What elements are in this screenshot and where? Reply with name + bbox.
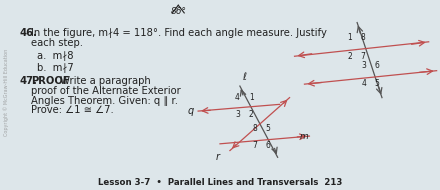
Text: b.  m∤7: b. m∤7: [37, 63, 74, 73]
Text: PROOF: PROOF: [31, 76, 70, 86]
Text: 6: 6: [374, 61, 379, 70]
Text: 8: 8: [360, 33, 365, 42]
Text: 4: 4: [361, 79, 366, 88]
Text: 3: 3: [361, 61, 366, 70]
Text: Lesson 3-7  •  Parallel Lines and Transversals  213: Lesson 3-7 • Parallel Lines and Transver…: [98, 178, 342, 188]
Text: Copyright © McGraw-Hill Education: Copyright © McGraw-Hill Education: [4, 49, 9, 136]
Text: Prove: ∠1 ≅ ∠7.: Prove: ∠1 ≅ ∠7.: [31, 105, 114, 115]
Text: 47.: 47.: [19, 76, 37, 86]
Text: 1: 1: [348, 33, 352, 42]
Text: 2: 2: [249, 110, 253, 119]
Text: q: q: [188, 106, 194, 116]
Text: 5: 5: [374, 79, 379, 88]
Text: In the figure, m∤4 = 118°. Find each angle measure. Justify: In the figure, m∤4 = 118°. Find each ang…: [31, 28, 327, 38]
Text: 7: 7: [360, 52, 365, 61]
Text: 8: 8: [252, 124, 257, 133]
Text: each step.: each step.: [31, 38, 83, 48]
Text: 86°: 86°: [170, 7, 186, 16]
Text: a.  m∤8: a. m∤8: [37, 51, 73, 61]
Text: r: r: [216, 151, 220, 162]
Text: proof of the Alternate Exterior: proof of the Alternate Exterior: [31, 86, 181, 96]
Text: ℓ: ℓ: [242, 72, 246, 82]
Text: 3: 3: [235, 110, 240, 119]
Text: 5: 5: [266, 124, 271, 133]
Text: 7: 7: [252, 141, 257, 150]
Text: Angles Theorem. Given: q ∥ r.: Angles Theorem. Given: q ∥ r.: [31, 96, 178, 106]
Text: 46.: 46.: [19, 28, 37, 38]
Text: 4: 4: [235, 93, 240, 102]
Text: 2: 2: [348, 52, 352, 61]
Text: 1: 1: [249, 93, 253, 102]
Text: m: m: [300, 132, 308, 141]
Text: Write a paragraph: Write a paragraph: [57, 76, 151, 86]
Text: 6: 6: [266, 141, 271, 150]
